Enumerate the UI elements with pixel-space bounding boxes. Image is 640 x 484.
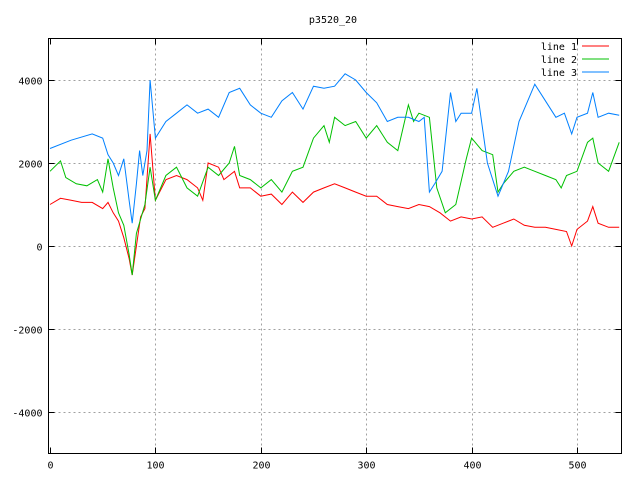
series-line-2 [49,102,620,276]
series-line-3 [49,73,620,224]
grid [48,38,622,454]
y-tick-label: -4000 [12,409,42,420]
legend-label-1: line 1 [541,42,577,53]
axis-ticks: 0 100 200 300 400 500 -4000 -2000 0 2000 4000 [12,38,622,472]
series-group [49,73,620,276]
y-tick-label: 0 [36,243,42,254]
legend-label-2: line 2 [541,55,577,66]
x-tick-label: 400 [463,461,481,472]
chart-title: p3520_20 [309,15,357,26]
legend: line 1 line 2 line 3 [541,42,609,79]
x-tick-label: 500 [568,461,586,472]
y-tick-label: -2000 [12,326,42,337]
y-tick-label: 2000 [18,160,42,171]
y-tick-label: 4000 [18,77,42,88]
x-tick-label: 0 [47,461,53,472]
x-tick-label: 300 [357,461,375,472]
x-tick-label: 100 [146,461,164,472]
series-line-1 [49,133,620,276]
legend-label-3: line 3 [541,68,577,79]
x-tick-label: 200 [252,461,270,472]
